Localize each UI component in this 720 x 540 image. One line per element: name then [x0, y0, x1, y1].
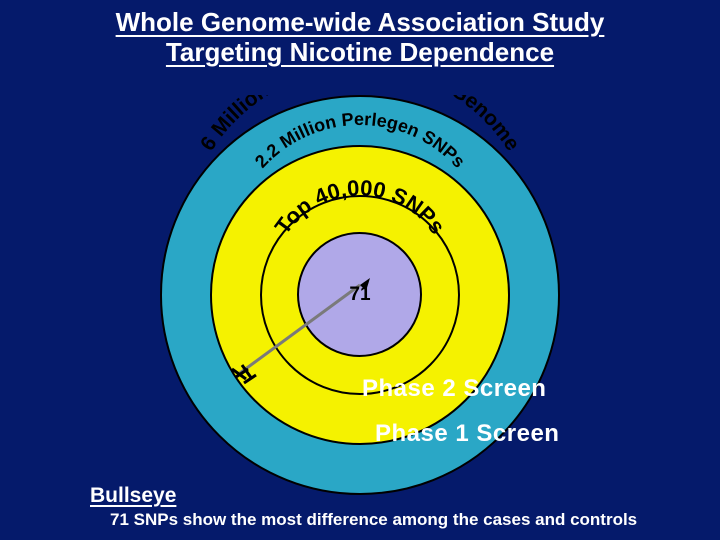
phase2-label: Phase 2 Screen: [362, 375, 546, 403]
title-line1: Whole Genome-wide Association Study: [116, 7, 605, 37]
phase1-label: Phase 1 Screen: [375, 420, 559, 448]
footer-heading: Bullseye: [90, 484, 637, 508]
footer-sub: 71 SNPs show the most difference among t…: [110, 510, 637, 530]
footer-block: Bullseye 71 SNPs show the most differenc…: [90, 484, 637, 530]
title-line2: Targeting Nicotine Dependence: [166, 37, 554, 67]
slide-title: Whole Genome-wide Association Study Targ…: [0, 8, 720, 68]
